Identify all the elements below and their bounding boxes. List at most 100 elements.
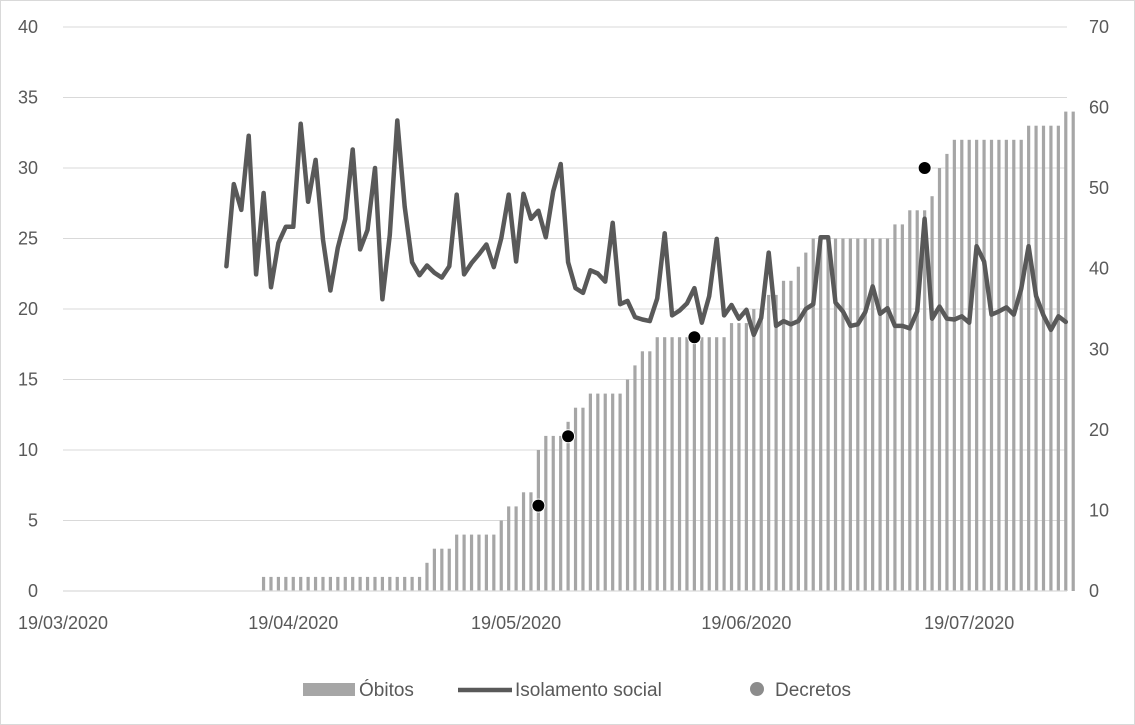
bar-obitos xyxy=(403,576,407,591)
bar-obitos xyxy=(373,576,377,591)
y-left-tick-label: 20 xyxy=(18,299,38,319)
bar-obitos xyxy=(484,534,488,591)
bar-obitos xyxy=(774,294,778,591)
y-left-tick-label: 0 xyxy=(28,581,38,601)
bar-obitos xyxy=(789,280,793,591)
bar-obitos xyxy=(952,139,956,592)
point-decreto xyxy=(917,161,932,175)
bars-obitos xyxy=(261,111,1075,592)
bar-obitos xyxy=(811,238,815,591)
bar-obitos xyxy=(462,534,466,591)
points-decretos xyxy=(531,161,932,513)
bar-obitos xyxy=(908,210,912,592)
x-tick-label: 19/03/2020 xyxy=(18,613,108,633)
y-axis-right-ticks: 0 10 20 30 40 50 60 70 xyxy=(1089,17,1109,601)
x-tick-label: 19/04/2020 xyxy=(248,613,338,633)
bar-obitos xyxy=(989,139,994,592)
bar-obitos xyxy=(551,435,555,591)
bar-obitos xyxy=(752,309,756,591)
bar-obitos xyxy=(291,576,295,591)
bar-obitos xyxy=(633,365,637,591)
bar-obitos xyxy=(663,337,667,591)
point-decreto xyxy=(531,498,546,513)
bar-obitos xyxy=(1004,139,1008,592)
bar-obitos xyxy=(893,224,897,591)
legend-label-isolamento: Isolamento social xyxy=(515,680,662,701)
legend-swatch-obitos xyxy=(303,683,355,696)
bar-obitos xyxy=(618,393,622,591)
y-right-tick-label: 60 xyxy=(1089,98,1109,118)
bar-obitos xyxy=(819,238,823,591)
bar-obitos xyxy=(871,238,875,591)
bar-obitos xyxy=(670,337,674,591)
y-right-tick-label: 10 xyxy=(1089,500,1109,520)
bar-obitos xyxy=(521,492,526,591)
bar-obitos xyxy=(744,323,748,591)
bar-obitos xyxy=(559,435,563,591)
bar-obitos xyxy=(975,139,979,592)
bar-obitos xyxy=(261,576,266,591)
bar-obitos xyxy=(321,576,325,591)
bar-obitos xyxy=(960,139,964,592)
bar-obitos xyxy=(937,168,942,591)
bar-obitos xyxy=(455,534,459,591)
bar-obitos xyxy=(1049,125,1053,591)
bar-obitos xyxy=(469,534,474,591)
bar-obitos xyxy=(1034,125,1038,591)
bar-obitos xyxy=(276,576,281,591)
line-isolamento-social xyxy=(224,118,1069,338)
bar-obitos xyxy=(1012,139,1016,592)
bar-obitos xyxy=(536,450,540,591)
bar-obitos xyxy=(1027,125,1031,591)
bar-obitos xyxy=(603,393,607,591)
bar-obitos xyxy=(1071,111,1075,591)
legend-swatch-decretos xyxy=(750,682,764,696)
bar-obitos xyxy=(945,153,949,591)
bar-obitos xyxy=(1056,125,1060,591)
bar-obitos xyxy=(492,534,496,591)
y-left-tick-label: 10 xyxy=(18,440,38,460)
bar-obitos xyxy=(514,506,518,591)
legend: Óbitos Isolamento social Decretos xyxy=(303,679,851,701)
point-decreto xyxy=(687,330,702,345)
bar-obitos xyxy=(848,238,852,591)
bar-obitos xyxy=(566,421,570,591)
bar-obitos xyxy=(351,576,355,591)
bar-obitos xyxy=(640,351,644,591)
bar-obitos xyxy=(588,393,592,591)
bar-obitos xyxy=(410,576,414,591)
bar-obitos xyxy=(499,520,503,591)
x-tick-label: 19/06/2020 xyxy=(701,613,791,633)
bar-obitos xyxy=(380,576,385,591)
bar-obitos xyxy=(1019,139,1023,592)
bar-obitos xyxy=(611,393,615,591)
bar-obitos xyxy=(685,337,689,591)
bar-obitos xyxy=(715,337,719,591)
bar-obitos xyxy=(722,337,726,591)
y-left-tick-label: 35 xyxy=(18,88,38,108)
y-left-tick-label: 25 xyxy=(18,229,38,249)
bar-obitos xyxy=(655,337,659,591)
x-tick-label: 19/07/2020 xyxy=(924,613,1014,633)
bar-obitos xyxy=(365,576,370,591)
bar-obitos xyxy=(796,266,800,591)
x-tick-label: 19/05/2020 xyxy=(471,613,561,633)
bar-obitos xyxy=(507,506,511,591)
line-isolamento-social-path xyxy=(224,118,1069,338)
bar-obitos xyxy=(878,238,882,591)
bar-obitos xyxy=(447,548,451,591)
bar-obitos xyxy=(625,379,630,591)
bar-obitos xyxy=(700,337,704,591)
bar-obitos xyxy=(573,407,578,591)
y-right-tick-label: 70 xyxy=(1089,17,1109,37)
bar-obitos xyxy=(529,492,533,591)
bar-obitos xyxy=(729,323,734,591)
y-right-tick-label: 20 xyxy=(1089,420,1109,440)
bar-obitos xyxy=(804,252,808,591)
y-left-tick-label: 5 xyxy=(28,511,38,531)
bar-obitos xyxy=(841,238,845,591)
bar-obitos xyxy=(544,435,548,591)
bar-obitos xyxy=(432,548,436,591)
bar-obitos xyxy=(1041,125,1046,591)
